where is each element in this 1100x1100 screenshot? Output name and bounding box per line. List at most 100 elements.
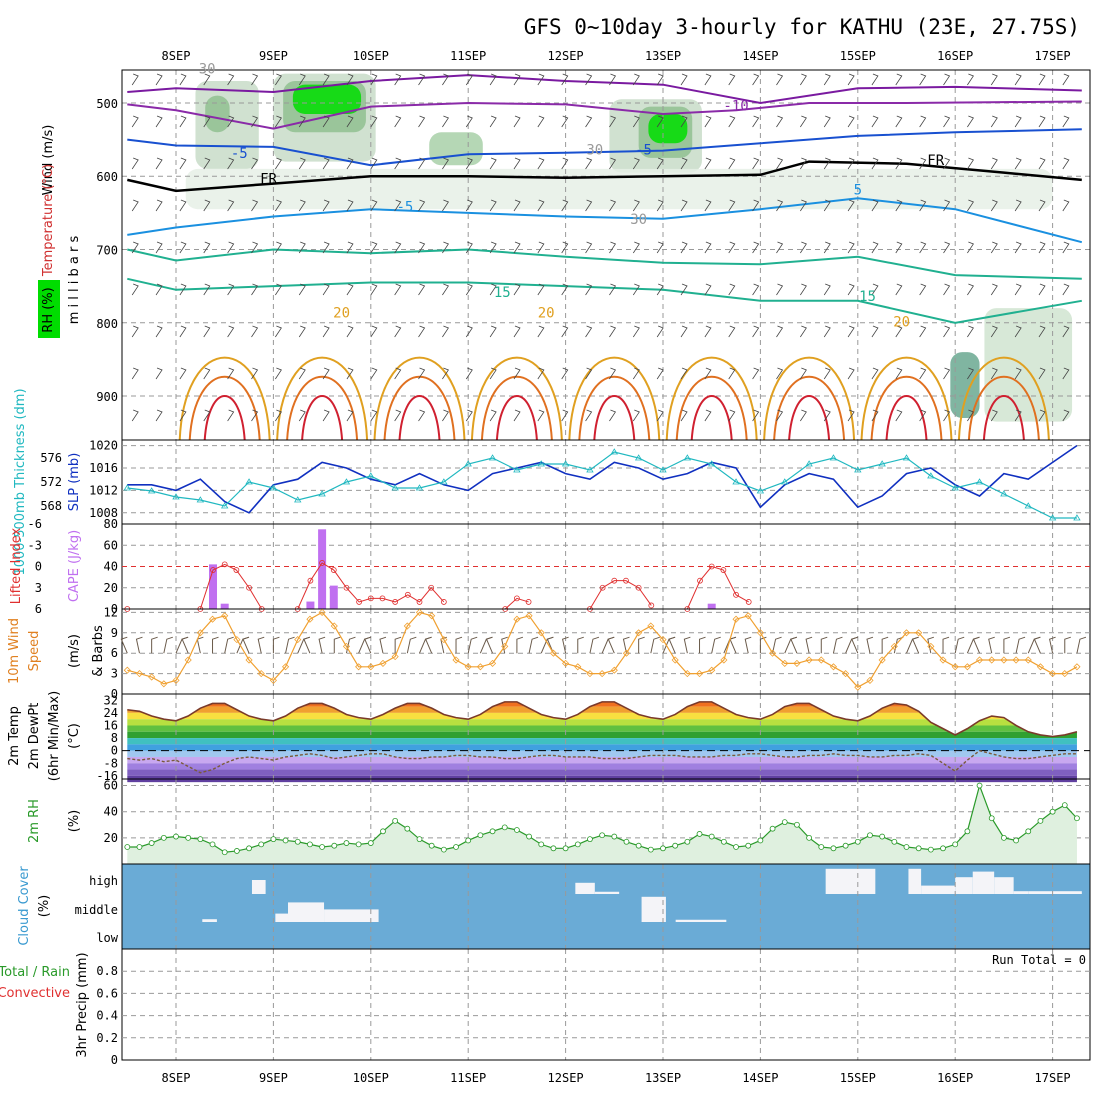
rh-point	[246, 845, 252, 852]
isotherm-20	[763, 356, 856, 441]
wind-barb	[851, 636, 859, 654]
wind-barb	[1038, 115, 1046, 128]
wind-barb	[680, 73, 688, 86]
wind-barb	[418, 409, 426, 422]
wind-barb	[1049, 636, 1056, 654]
isotherm-25	[383, 375, 456, 441]
rh-point	[501, 824, 508, 831]
x-tick-label-bottom: 14SEP	[742, 1071, 778, 1085]
thickness-point	[610, 448, 619, 455]
wind-barb	[585, 409, 593, 422]
chart-title: GFS 0~10day 3-hourly for KATHU (23E, 27.…	[524, 15, 1080, 39]
precip-panel: 0 0.2 0.4 0.6 0.8	[96, 948, 1091, 1067]
wind-barb	[847, 409, 855, 422]
wind-speed-point	[135, 670, 144, 678]
wind-barb	[537, 241, 545, 254]
rh-point	[806, 834, 812, 841]
wind-barb	[203, 199, 211, 212]
wind-barb	[179, 325, 187, 338]
wind-barb	[251, 157, 259, 170]
wind10m-panel: 0 3 6 9 12	[104, 605, 1091, 701]
wind-barb	[943, 157, 951, 170]
thickness-point	[781, 478, 789, 485]
wind-barb	[370, 325, 378, 338]
wind-speed-point	[963, 663, 971, 671]
wind-barb	[251, 241, 259, 254]
li-point	[221, 561, 228, 568]
wind-barb	[790, 636, 798, 654]
wind-speed-point	[866, 676, 874, 684]
rh-point	[355, 841, 362, 848]
wind-speed-point	[476, 663, 484, 671]
wind-barb	[418, 367, 426, 380]
cloud-block	[324, 909, 379, 922]
rh-point	[574, 841, 581, 848]
y-tick-label: 3	[111, 667, 118, 681]
slp-tick-label: 1012	[89, 483, 118, 497]
isotherm-20	[568, 356, 661, 441]
cape-tick-label: 0	[111, 602, 118, 616]
wind-barb	[131, 73, 139, 86]
wind-barb	[489, 199, 497, 212]
rh2m-unit-label: (%)	[67, 810, 82, 833]
wind-barb	[346, 325, 354, 338]
isotherm-line	[127, 160, 1082, 193]
wind-barb	[871, 283, 879, 296]
wind-barb	[919, 283, 927, 296]
rh2m-panel: 20 40 60	[104, 778, 1091, 865]
rh-shade	[429, 132, 483, 166]
wind-barb	[322, 199, 330, 212]
y-tick-label: 0.4	[96, 1009, 118, 1023]
wind-barb	[776, 115, 784, 128]
wind-barb	[800, 325, 807, 338]
wind-barb	[513, 115, 521, 128]
wind-barb	[272, 636, 280, 654]
cloud-block	[594, 891, 620, 894]
wind-barb	[227, 367, 235, 380]
wind-barb	[632, 325, 640, 338]
rh-point	[392, 817, 399, 824]
temp-band	[127, 744, 1077, 751]
cloud-block	[275, 913, 289, 922]
y-tick-label: 800	[96, 317, 118, 331]
wind-barb	[1062, 73, 1070, 86]
wind-barb	[203, 73, 211, 86]
wind-barb	[871, 115, 879, 128]
dewpt2m-axis-label: 2m DewPt	[27, 703, 42, 770]
wind-barb	[370, 199, 378, 212]
contour-label: 5	[854, 183, 862, 199]
wind-barb	[967, 115, 974, 128]
wind-barb	[1003, 636, 1011, 654]
wind-speed-point	[549, 649, 557, 657]
wind-barb	[704, 199, 712, 212]
cloud-unit-label: (%)	[37, 895, 52, 918]
x-tick-label-top: 9SEP	[259, 49, 288, 63]
wind-speed-point	[647, 622, 655, 630]
wind-barb	[1014, 73, 1022, 86]
wind-barb	[776, 283, 784, 296]
wind-speed-point	[574, 663, 582, 671]
thickness-point	[123, 484, 132, 491]
wind-barb	[638, 636, 645, 654]
wind-speed-point	[683, 670, 691, 678]
wind-barb	[1038, 157, 1046, 170]
rh-point	[416, 836, 423, 843]
wind-barb	[489, 73, 497, 86]
wind-barb	[990, 115, 998, 128]
wind-speed-point	[1049, 670, 1057, 678]
wind-barb	[800, 283, 807, 296]
wind-barb	[346, 115, 354, 128]
wind-barb	[442, 325, 449, 338]
x-tick-label-top: 13SEP	[645, 49, 681, 63]
cloud-block	[908, 868, 922, 894]
rh-point	[611, 833, 618, 840]
wind-barb	[632, 241, 640, 254]
temp-band	[127, 725, 1077, 732]
rh-point	[270, 836, 277, 843]
thickness-point	[732, 478, 740, 485]
wind-barb	[1014, 157, 1022, 170]
wind-barb	[800, 241, 807, 254]
wind-barb	[585, 199, 593, 212]
wind-barb	[776, 325, 784, 338]
wind-barb	[275, 115, 282, 128]
